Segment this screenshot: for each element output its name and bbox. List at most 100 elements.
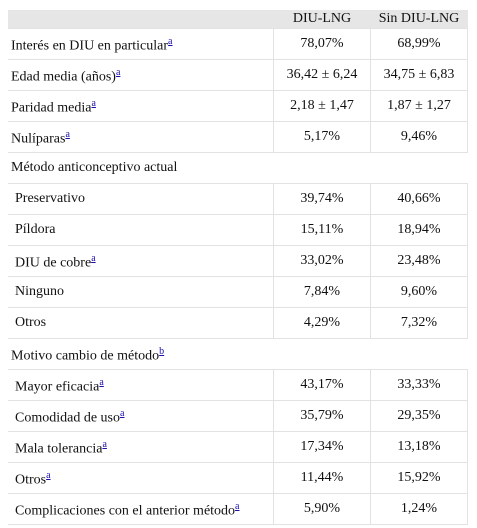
footnote-link[interactable]: a — [91, 97, 96, 109]
value-cell: 7,32% — [370, 307, 468, 339]
value-cell: 33,33% — [370, 369, 468, 401]
label-cell: Preservativo — [8, 183, 274, 215]
value-cell: 1,24% — [370, 493, 468, 525]
value-cell: 2,18 ± 1,47 — [273, 90, 371, 122]
row-label: Motivo cambio de método — [11, 348, 160, 364]
table-row: Complicaciones con el anterior métodoa 5,… — [8, 493, 468, 525]
value-cell: 23,48% — [370, 245, 468, 277]
row-label: Mayor eficacia — [15, 379, 100, 395]
label-cell: Mala toleranciaa — [8, 431, 274, 463]
value-cell: 4,29% — [273, 307, 371, 339]
value-cell: 11,44% — [273, 462, 371, 494]
value-cell: 39,74% — [273, 183, 371, 215]
table-row: DIU de cobrea 33,02% 23,48% — [8, 245, 468, 277]
row-label: Ninguno — [15, 284, 64, 299]
header-row: DIU-LNG Sin DIU-LNG — [8, 10, 468, 29]
value-cell: 15,92% — [370, 462, 468, 494]
value-cell: 9,60% — [370, 276, 468, 308]
table-row: Edad media (años)a 36,42 ± 6,24 34,75 ± 6,… — [8, 59, 468, 91]
footnote-link[interactable]: a — [102, 438, 107, 450]
value-cell: 35,79% — [273, 400, 371, 432]
value-cell: 9,46% — [370, 121, 468, 153]
label-cell: Complicaciones con el anterior métodoa — [8, 493, 274, 525]
label-cell: Método anticonceptivo actual — [8, 152, 468, 184]
footnote-link[interactable]: b — [159, 345, 165, 357]
value-cell: 34,75 ± 6,83 — [370, 59, 468, 91]
row-label: Edad media (años) — [11, 69, 116, 85]
footnote-link[interactable]: a — [115, 66, 121, 78]
footnote: a — [91, 96, 95, 109]
value-cell: 40,66% — [370, 183, 468, 215]
row-label: Nulíparas — [11, 131, 66, 147]
row-label: Paridad media — [11, 100, 92, 116]
value-cell: 13,18% — [370, 431, 468, 463]
value-cell: 15,11% — [273, 214, 371, 246]
section-row: Método anticonceptivo actual — [8, 152, 468, 184]
table-row: Otros 4,29% 7,32% — [8, 307, 468, 339]
footnote: a — [102, 437, 106, 450]
table-row: Nulíparasa 5,17% 9,46% — [8, 121, 468, 153]
value-cell: 7,84% — [273, 276, 371, 308]
table-row: Preservativo 39,74% 40,66% — [8, 183, 468, 215]
header-cell — [8, 10, 274, 29]
footnote: a — [120, 406, 124, 419]
value-cell: 78,07% — [273, 28, 371, 60]
footnote-link[interactable]: a — [46, 469, 51, 481]
label-cell: Comodidad de usoa — [8, 400, 274, 432]
label-cell: Edad media (años)a — [8, 59, 274, 91]
label-cell: Interés en DIU en particulara — [8, 28, 274, 60]
footnote: a — [99, 375, 103, 388]
row-label: Otros — [15, 472, 47, 488]
label-cell: Ninguno — [8, 276, 274, 308]
footnote-link[interactable]: a — [99, 376, 104, 388]
label-cell: Píldora — [8, 214, 274, 246]
header-cell: Sin DIU-LNG — [370, 10, 468, 29]
value-cell: 1,87 ± 1,27 — [370, 90, 468, 122]
label-cell: Motivo cambio de métodob — [8, 338, 468, 370]
row-label: Píldora — [15, 222, 56, 237]
footnote: a — [168, 34, 172, 47]
row-label: Preservativo — [15, 191, 85, 206]
row-label: Comodidad de uso — [15, 410, 120, 426]
label-cell: Mayor eficaciaa — [8, 369, 274, 401]
value-cell: 18,94% — [370, 214, 468, 246]
footnote-link[interactable]: a — [65, 128, 70, 140]
value-cell: 68,99% — [370, 28, 468, 60]
table-row: Otrosa 11,44% 15,92% — [8, 462, 468, 494]
label-cell: DIU de cobrea — [8, 245, 274, 277]
row-label: Otros — [15, 315, 47, 330]
row-label: Mala tolerancia — [15, 441, 103, 457]
footnote: b — [159, 344, 164, 357]
footnote: a — [65, 127, 69, 140]
footnote-link[interactable]: a — [120, 407, 125, 419]
footnote: a — [116, 65, 120, 78]
table-row: Píldora 15,11% 18,94% — [8, 214, 468, 246]
row-label: Método anticonceptivo actual — [11, 160, 178, 175]
row-label: Interés en DIU en particular — [11, 38, 169, 54]
data-table: DIU-LNG Sin DIU-LNG Interés en DIU en par… — [8, 10, 468, 525]
header-cell: DIU-LNG — [273, 10, 371, 29]
value-cell: 43,17% — [273, 369, 371, 401]
value-cell: 5,17% — [273, 121, 371, 153]
row-label: DIU de cobre — [15, 255, 92, 271]
footnote-link[interactable]: a — [91, 252, 96, 264]
table-row: Paridad mediaa 2,18 ± 1,47 1,87 ± 1,27 — [8, 90, 468, 122]
table-row: Interés en DIU en particulara 78,07% 68,99… — [8, 28, 468, 60]
value-cell: 29,35% — [370, 400, 468, 432]
footnote: a — [91, 251, 95, 264]
table-row: Mala toleranciaa 17,34% 13,18% — [8, 431, 468, 463]
table-row: Comodidad de usoa 35,79% 29,35% — [8, 400, 468, 432]
section-row: Motivo cambio de métodob — [8, 338, 468, 370]
value-cell: 5,90% — [273, 493, 371, 525]
label-cell: Otros — [8, 307, 274, 339]
footnote-link[interactable]: a — [235, 500, 240, 512]
value-cell: 33,02% — [273, 245, 371, 277]
footnote-link[interactable]: a — [168, 35, 173, 47]
footnote: a — [46, 468, 50, 481]
label-cell: Paridad mediaa — [8, 90, 274, 122]
label-cell: Otrosa — [8, 462, 274, 494]
footnote: a — [235, 499, 239, 512]
row-label: Complicaciones con el anterior método — [15, 503, 236, 519]
table-row: Mayor eficaciaa 43,17% 33,33% — [8, 369, 468, 401]
